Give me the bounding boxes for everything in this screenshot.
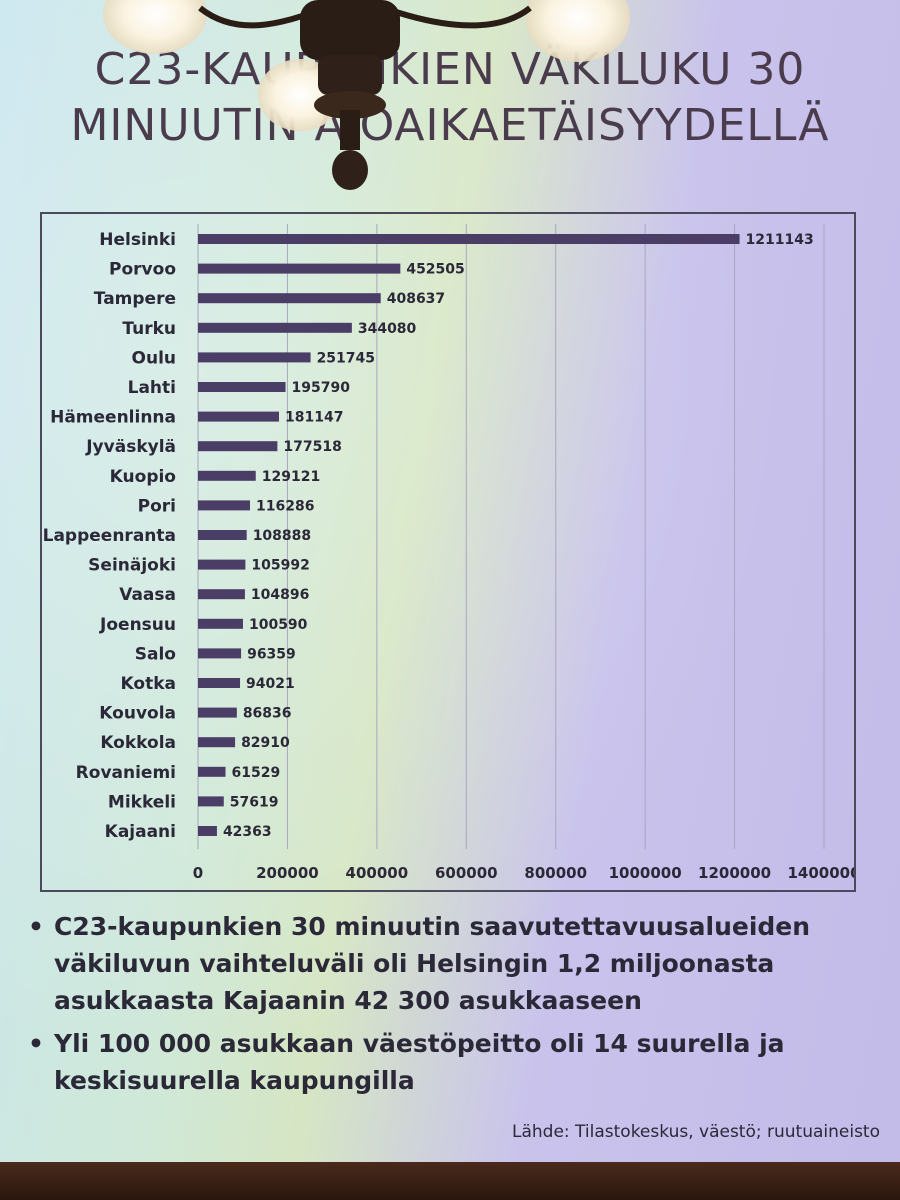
bullet-list: • C23-kaupunkien 30 minuutin saavutettav… [28, 908, 878, 1105]
bar [198, 707, 237, 718]
bar [198, 589, 245, 600]
x-tick-label: 200000 [256, 864, 319, 882]
data-label: 82910 [241, 735, 290, 751]
data-label: 181147 [285, 410, 343, 426]
category-label: Mikkeli [108, 792, 176, 812]
data-label: 116286 [256, 498, 314, 514]
bar [198, 234, 740, 244]
data-label: 86836 [243, 706, 292, 722]
bar [198, 470, 256, 481]
chandelier-image [103, 0, 630, 190]
data-label: 42363 [223, 824, 272, 840]
x-tick-label: 400000 [346, 864, 409, 882]
bar [198, 559, 246, 570]
bar [198, 530, 247, 540]
category-label: Hämeenlinna [50, 408, 176, 428]
bar [198, 737, 236, 748]
data-label: 100590 [249, 617, 308, 633]
bar [198, 322, 352, 333]
category-label: Seinäjoki [88, 556, 176, 576]
title-line-1: C23-KAUPUNKIEN VÄKILUKU 30 [94, 44, 806, 95]
bar [198, 293, 381, 304]
category-label: Porvoo [109, 260, 176, 280]
x-tick-label: 1400000 [787, 864, 854, 882]
data-label: 108888 [253, 528, 311, 544]
bar [198, 826, 217, 836]
category-label: Joensuu [99, 615, 176, 635]
data-label: 104896 [251, 587, 309, 603]
category-label: Kuopio [110, 467, 176, 487]
data-label: 177518 [283, 439, 341, 455]
data-label: 251745 [317, 350, 375, 366]
bar [198, 766, 226, 777]
category-label: Kajaani [105, 822, 176, 842]
x-tick-label: 800000 [524, 864, 587, 882]
chart-frame: 0 200000 400000 600000 800000 1000000 1200000 1… [40, 212, 856, 892]
data-label: 57619 [230, 794, 279, 810]
x-tick-label: 0 [193, 864, 203, 882]
data-label: 1211143 [746, 232, 814, 248]
bar [198, 382, 286, 392]
source-note: Lähde: Tilastokeskus, väestö; ruutuainei… [512, 1122, 880, 1142]
data-label: 195790 [292, 380, 351, 396]
bullet-text: C23-kaupunkien 30 minuutin saavutettavuu… [54, 912, 811, 1015]
category-label: Lahti [128, 378, 176, 398]
x-tick-label: 1000000 [609, 864, 682, 882]
bar [198, 500, 250, 511]
category-label: Vaasa [119, 585, 176, 605]
x-tick-label: 600000 [435, 864, 498, 882]
data-label: 129121 [262, 469, 320, 485]
category-label: Turku [122, 319, 176, 339]
category-label: Kouvola [99, 704, 176, 724]
category-label: Pori [138, 496, 176, 516]
category-label: Jyväskylä [85, 437, 176, 457]
bar [198, 411, 279, 422]
bullet-marker: • [28, 912, 44, 941]
bar-chart: 0 200000 400000 600000 800000 1000000 1200000 1… [43, 224, 854, 882]
title-line-2: MINUUTIN AJOAIKAETÄISYYDELLÄ [70, 100, 830, 151]
data-label: 94021 [246, 676, 295, 692]
category-label: Lappeenranta [43, 526, 176, 546]
bar [198, 618, 243, 629]
bar [198, 352, 311, 363]
bullet-item: • C23-kaupunkien 30 minuutin saavutettav… [28, 908, 878, 1019]
bar [198, 441, 278, 452]
category-label: Kokkola [100, 733, 176, 753]
category-label: Tampere [94, 289, 176, 309]
bar [198, 648, 242, 659]
data-label: 61529 [232, 765, 281, 781]
data-label: 344080 [358, 321, 417, 337]
data-label: 96359 [247, 646, 296, 662]
category-label: Kotka [121, 674, 176, 694]
bar [198, 263, 401, 274]
room-floor-strip [0, 1162, 900, 1200]
category-label: Salo [135, 644, 176, 664]
category-label: Helsinki [99, 230, 176, 250]
data-label: 408637 [387, 291, 445, 307]
category-label: Oulu [132, 348, 176, 368]
bullet-item: • Yli 100 000 asukkaan väestöpeitto oli … [28, 1025, 878, 1099]
bar [198, 678, 241, 688]
data-label: 452505 [406, 262, 464, 278]
data-label: 105992 [251, 558, 309, 574]
bullet-marker: • [28, 1029, 44, 1058]
bullet-text: Yli 100 000 asukkaan väestöpeitto oli 14… [54, 1029, 785, 1095]
slide-title: C23-KAUPUNKIEN VÄKILUKU 30 MINUUTIN AJOA… [0, 42, 900, 154]
bar [198, 796, 224, 807]
category-label: Rovaniemi [76, 763, 176, 783]
x-tick-label: 1200000 [698, 864, 771, 882]
